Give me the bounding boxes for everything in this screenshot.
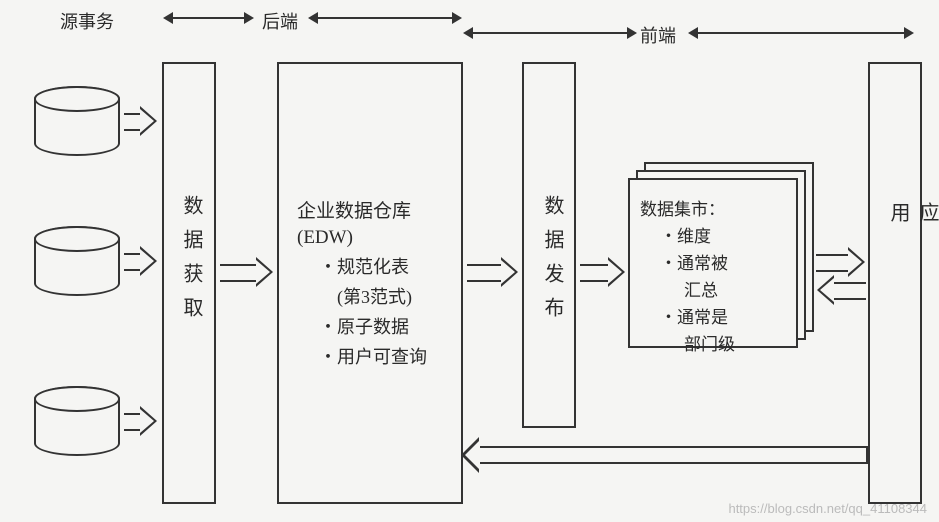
mart-b3a: ・通常是 [640, 302, 786, 329]
header-frontend-arrow-r [690, 32, 912, 34]
header-source: 源事务 [60, 8, 114, 34]
edw-b1s: (第3范式) [297, 281, 445, 311]
bi-label: BI应用 [884, 202, 939, 230]
edw-b3: ・用户可查询 [297, 341, 445, 371]
watermark: https://blog.csdn.net/qq_41108344 [728, 501, 927, 516]
publish-label: 数据发布 [538, 195, 567, 331]
header-backend-arrow [165, 17, 252, 19]
header-frontend: 前端 [640, 22, 676, 48]
arrow-pub-mart [580, 264, 610, 282]
edw-box: 企业数据仓库 (EDW) ・规范化表 (第3范式) ・原子数据 ・用户可查询 [277, 62, 463, 504]
edw-title1: 企业数据仓库 [297, 194, 445, 225]
edw-b2: ・原子数据 [297, 311, 445, 341]
edw-title2: (EDW) [297, 225, 445, 251]
edw-b1: ・规范化表 [297, 251, 445, 281]
mart-b2a: ・通常被 [640, 248, 786, 275]
feedback-arrow [478, 446, 868, 464]
mart-b1: ・维度 [640, 221, 786, 248]
arrow-bi-mart [832, 282, 866, 300]
mart-b3b: 部门级 [640, 329, 786, 356]
source-db-2 [34, 226, 120, 296]
feedback-arrow-head-fill [465, 440, 480, 470]
arrow-mart-bi [816, 254, 850, 272]
datamart-box: 数据集市： ・维度 ・通常被 汇总 ・通常是 部门级 [628, 178, 798, 348]
source-db-1 [34, 86, 120, 156]
src2-arrow [124, 253, 142, 271]
header-backend-arrow-r [310, 17, 460, 19]
mart-title: 数据集市： [640, 194, 786, 221]
mart-b2b: 汇总 [640, 275, 786, 302]
arrow-edw-pub [467, 264, 503, 282]
acquire-label: 数据获取 [177, 195, 206, 331]
arrow-acq-edw [220, 264, 258, 282]
bi-box [868, 62, 922, 504]
header-backend: 后端 [262, 8, 298, 34]
source-db-3 [34, 386, 120, 456]
src3-arrow [124, 413, 142, 431]
header-frontend-arrow [465, 32, 635, 34]
src1-arrow [124, 113, 142, 131]
